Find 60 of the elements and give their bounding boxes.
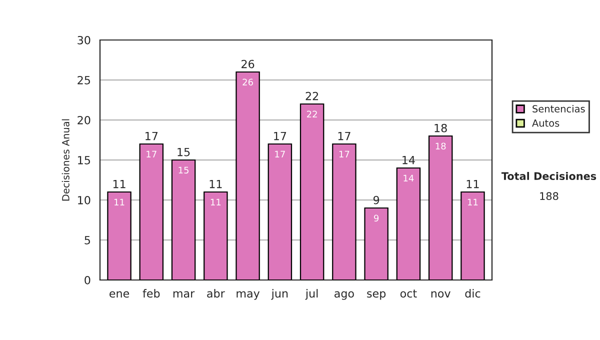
total-label: 11 [466,180,479,188]
total-label: 26 [242,60,254,68]
y-tick-label: 10 [78,196,90,204]
data-label: 9 [374,214,379,222]
bar [268,143,292,280]
data-label: 18 [436,142,446,150]
total-label: 11 [113,180,126,188]
total-label: 15 [178,148,190,156]
data-label: 15 [178,166,188,174]
bar [396,167,421,280]
data-label: 14 [404,174,414,182]
bar [107,191,132,280]
total-label: 17 [274,132,286,140]
total-label: 11 [210,180,222,188]
x-tick-label: ene [110,291,130,298]
data-label: 17 [146,150,156,158]
x-tick-label: feb [142,289,160,298]
legend-label: Autos [532,120,560,127]
y-tick-label: 20 [78,116,90,124]
data-label: 22 [306,110,317,118]
y-tick-label: 15 [78,156,90,164]
text: Total Decisiones [501,172,596,180]
total-label: 22 [306,92,318,100]
total-label: 17 [146,132,158,140]
bar [236,71,260,280]
data-label: 11 [210,198,221,206]
x-tick-label: jun [271,289,288,300]
y-axis-title: Decisiones Anual [62,119,70,201]
data-label: 26 [242,78,253,86]
y-tick-label: 0 [84,276,90,284]
data-label: 11 [114,198,124,206]
x-tick-label: may [236,291,260,300]
x-tick-label: ago [334,291,354,300]
total-label: 9 [373,196,380,204]
data-label: 17 [275,150,285,158]
x-tick-label: dic [465,289,480,298]
bar [139,143,164,280]
bar [171,159,196,280]
x-tick-label: nov [431,291,450,298]
total-label: 17 [338,132,350,140]
total-label: 14 [402,156,415,164]
data-label: 11 [468,198,478,206]
total-label: 18 [434,124,447,132]
x-tick-label: mar [173,291,195,298]
bar [204,191,228,280]
bar [364,207,388,280]
legend-label: Sentencias [532,104,585,112]
x-tick-label: sep [367,291,386,300]
x-tick-label: jul [305,289,318,300]
bar [332,143,356,280]
y-tick-label: 25 [78,76,90,84]
y-tick-label: 5 [84,236,90,244]
x-tick-label: oct [400,290,417,298]
x-tick-label: abr [207,289,225,298]
bar [428,135,453,280]
y-tick-label: 30 [78,36,90,44]
text: 188 [540,192,558,200]
bar [460,191,485,280]
bar [300,103,324,280]
data-label: 17 [339,150,350,158]
